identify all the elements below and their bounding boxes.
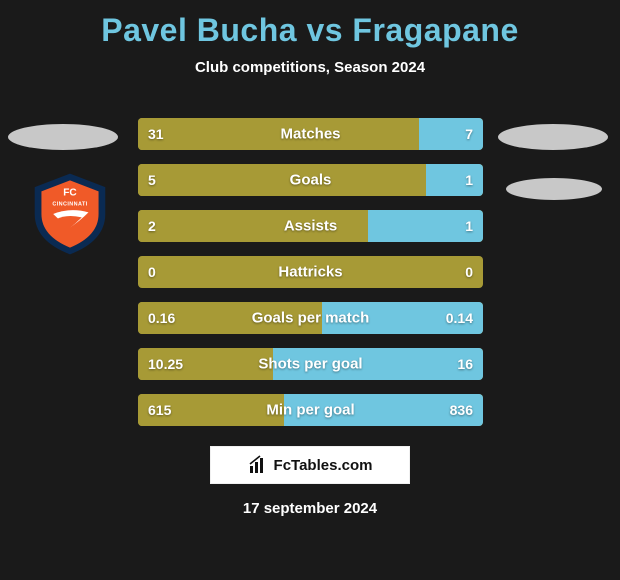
branding-text: FcTables.com <box>274 457 373 474</box>
stat-row: 615 836 Min per goal <box>138 394 483 426</box>
stat-row: 0.16 0.14 Goals per match <box>138 302 483 334</box>
stat-value-left: 0.16 <box>148 310 175 326</box>
stat-value-right: 0 <box>465 264 473 280</box>
stat-bar-left <box>138 118 419 150</box>
stat-value-right: 7 <box>465 126 473 142</box>
stat-label: Hattricks <box>278 264 342 281</box>
stat-row: 31 7 Matches <box>138 118 483 150</box>
stat-bar-left <box>138 164 426 196</box>
stat-value-right: 0.14 <box>446 310 473 326</box>
stat-label: Assists <box>284 218 337 235</box>
stats-table: 31 7 Matches 5 1 Goals 2 1 Assists 0 0 Hattricks 0.1… <box>0 118 620 440</box>
stat-bar-right <box>426 164 484 196</box>
stat-label: Goals per match <box>252 310 370 327</box>
stat-row: 10.25 16 Shots per goal <box>138 348 483 380</box>
stat-value-left: 31 <box>148 126 164 142</box>
stat-label: Shots per goal <box>258 356 362 373</box>
stat-value-right: 836 <box>450 402 473 418</box>
stat-row: 2 1 Assists <box>138 210 483 242</box>
stat-label: Min per goal <box>266 402 354 419</box>
chart-icon <box>248 455 268 475</box>
branding-box: FcTables.com <box>210 446 410 484</box>
subtitle: Club competitions, Season 2024 <box>0 59 620 76</box>
stat-value-left: 2 <box>148 218 156 234</box>
stat-label: Matches <box>280 126 340 143</box>
stat-value-left: 5 <box>148 172 156 188</box>
stat-value-right: 1 <box>465 218 473 234</box>
stat-value-right: 16 <box>457 356 473 372</box>
stat-row: 5 1 Goals <box>138 164 483 196</box>
stat-bar-right <box>419 118 483 150</box>
stat-row: 0 0 Hattricks <box>138 256 483 288</box>
stat-value-right: 1 <box>465 172 473 188</box>
stat-label: Goals <box>290 172 332 189</box>
stat-value-left: 10.25 <box>148 356 183 372</box>
page-title: Pavel Bucha vs Fragapane <box>0 0 620 49</box>
stat-value-left: 0 <box>148 264 156 280</box>
stat-value-left: 615 <box>148 402 171 418</box>
date-label: 17 september 2024 <box>0 500 620 517</box>
